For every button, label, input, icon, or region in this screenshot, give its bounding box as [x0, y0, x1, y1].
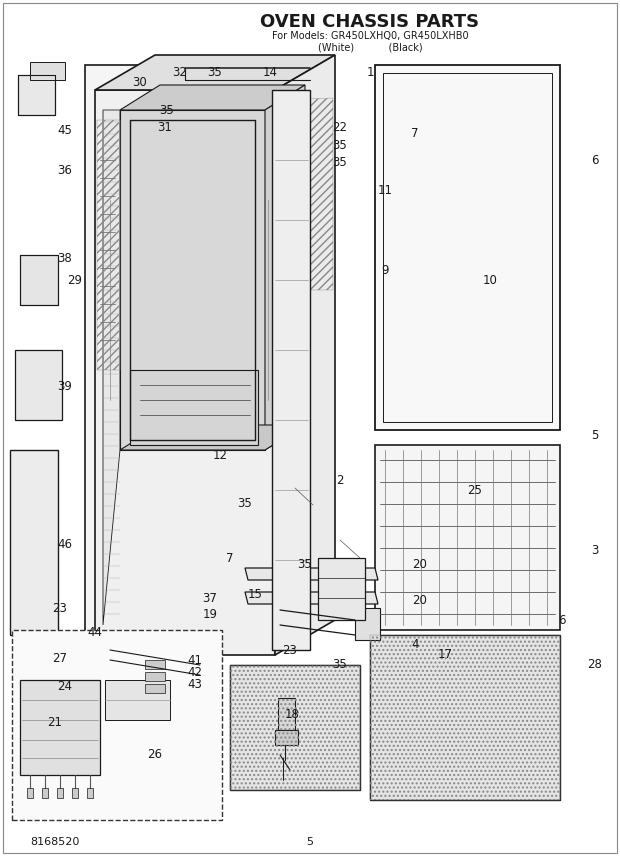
Text: 27: 27 — [53, 651, 68, 664]
Polygon shape — [272, 90, 310, 650]
Text: 23: 23 — [53, 602, 68, 615]
Text: 5: 5 — [591, 429, 599, 442]
Text: 26: 26 — [148, 748, 162, 762]
Text: 14: 14 — [262, 66, 278, 79]
Text: 35: 35 — [208, 66, 223, 79]
Polygon shape — [145, 672, 165, 681]
Text: OVEN CHASSIS PARTS: OVEN CHASSIS PARTS — [260, 13, 479, 31]
Text: 25: 25 — [467, 484, 482, 496]
Text: 12: 12 — [213, 449, 228, 461]
Text: 35: 35 — [159, 104, 174, 116]
Text: 45: 45 — [58, 123, 73, 136]
Text: 46: 46 — [58, 538, 73, 551]
Polygon shape — [20, 255, 58, 305]
Text: 20: 20 — [412, 593, 427, 607]
Text: 39: 39 — [58, 379, 73, 393]
Polygon shape — [120, 425, 305, 450]
Text: 35: 35 — [298, 558, 312, 572]
Polygon shape — [355, 608, 380, 640]
Text: 15: 15 — [247, 589, 262, 602]
Polygon shape — [318, 558, 365, 620]
Text: 35: 35 — [332, 139, 347, 152]
Text: 19: 19 — [203, 609, 218, 621]
Text: 10: 10 — [482, 274, 497, 287]
Polygon shape — [42, 788, 48, 798]
Polygon shape — [375, 445, 560, 630]
Text: 35: 35 — [332, 156, 347, 169]
Polygon shape — [57, 788, 63, 798]
Text: 43: 43 — [188, 677, 203, 691]
Polygon shape — [120, 85, 305, 110]
Polygon shape — [95, 90, 275, 655]
Text: 29: 29 — [68, 274, 82, 287]
Polygon shape — [120, 110, 265, 450]
Polygon shape — [265, 85, 305, 450]
Text: 31: 31 — [157, 121, 172, 134]
Text: 41: 41 — [187, 653, 203, 667]
Polygon shape — [130, 370, 258, 445]
Polygon shape — [145, 660, 165, 669]
Polygon shape — [103, 110, 120, 625]
Text: 9: 9 — [381, 264, 389, 276]
Polygon shape — [85, 65, 270, 650]
Text: 5: 5 — [306, 837, 314, 847]
Text: 6: 6 — [558, 614, 565, 627]
Text: For Models: GR450LXHQ0, GR450LXHB0: For Models: GR450LXHQ0, GR450LXHB0 — [272, 31, 468, 41]
Text: 3: 3 — [591, 544, 599, 556]
Text: 1: 1 — [366, 66, 374, 79]
Text: 24: 24 — [58, 680, 73, 693]
Polygon shape — [245, 568, 378, 580]
Text: 11: 11 — [378, 183, 392, 197]
Text: 21: 21 — [48, 716, 63, 728]
Polygon shape — [27, 788, 33, 798]
Text: 2: 2 — [336, 473, 343, 486]
Text: 35: 35 — [237, 496, 252, 509]
Polygon shape — [278, 698, 295, 730]
Polygon shape — [370, 635, 560, 800]
Text: 37: 37 — [203, 591, 218, 604]
Polygon shape — [245, 592, 378, 604]
Text: 36: 36 — [58, 163, 73, 176]
Text: 32: 32 — [172, 66, 187, 79]
Text: 18: 18 — [285, 709, 299, 722]
Polygon shape — [230, 665, 360, 790]
Text: 28: 28 — [588, 658, 603, 671]
Text: (White)           (Black): (White) (Black) — [317, 42, 422, 52]
Text: 44: 44 — [87, 627, 102, 639]
Text: 7: 7 — [226, 551, 234, 564]
Text: 22: 22 — [332, 121, 347, 134]
Text: 35: 35 — [332, 658, 347, 671]
Polygon shape — [15, 350, 62, 420]
Text: 17: 17 — [438, 649, 453, 662]
Polygon shape — [145, 684, 165, 693]
Polygon shape — [275, 730, 298, 745]
Text: 23: 23 — [283, 644, 298, 657]
Polygon shape — [87, 788, 93, 798]
Text: 8168520: 8168520 — [30, 837, 79, 847]
Polygon shape — [375, 65, 560, 430]
Text: 7: 7 — [411, 127, 418, 140]
Polygon shape — [10, 450, 58, 635]
Text: 38: 38 — [58, 252, 73, 265]
Polygon shape — [275, 55, 335, 655]
Text: 42: 42 — [187, 665, 203, 679]
Text: 30: 30 — [133, 75, 148, 88]
Polygon shape — [18, 75, 55, 115]
Polygon shape — [72, 788, 78, 798]
Polygon shape — [95, 55, 335, 90]
Text: 20: 20 — [412, 558, 427, 572]
Text: 6: 6 — [591, 153, 599, 167]
Polygon shape — [105, 680, 170, 720]
Polygon shape — [20, 680, 100, 775]
FancyBboxPatch shape — [12, 630, 222, 820]
Text: 4: 4 — [411, 639, 418, 651]
Polygon shape — [30, 62, 65, 80]
